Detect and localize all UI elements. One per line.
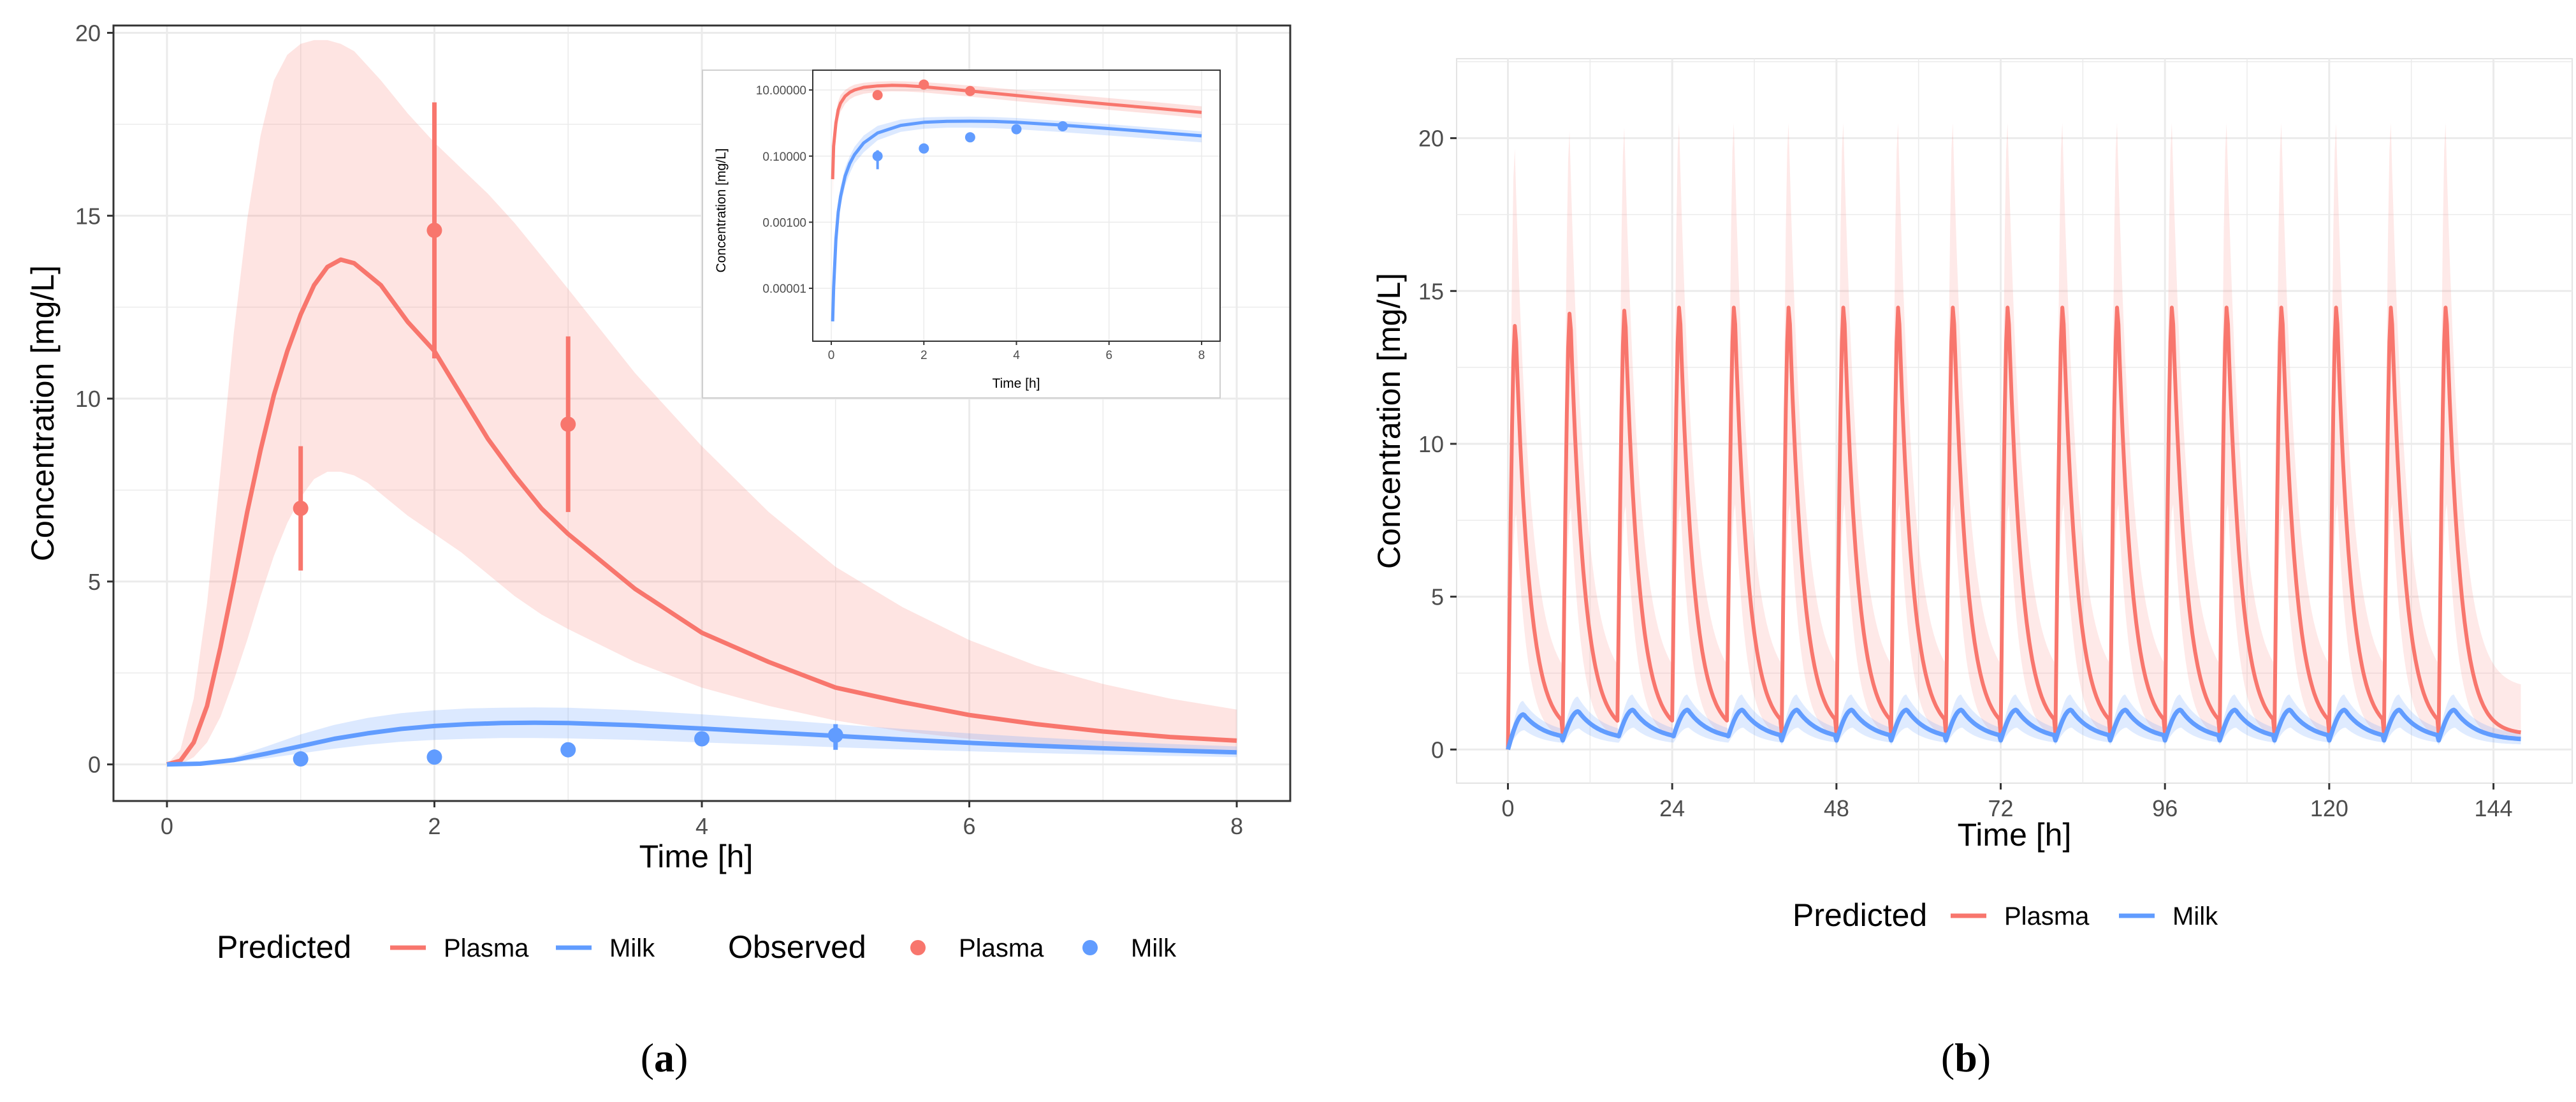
inset-y-tick-label: 0.00001 (762, 283, 806, 296)
inset-ribbon-plasma (833, 81, 1202, 200)
observed-point-milk (827, 727, 843, 743)
panel-b-legend: Predicted Plasma Milk (1793, 897, 2218, 933)
panel-a-y-axis-title: Concentration [mg/L] (25, 265, 61, 561)
line-predicted-plasma (1506, 305, 2522, 750)
inset-observed-points (872, 79, 1068, 170)
observed-point-plasma (426, 223, 442, 239)
panel-b-x-axis-title: Time [h] (1958, 817, 2072, 853)
panel-b-caption-letter: b (1954, 1035, 1977, 1080)
line-predicted-milk (166, 720, 1237, 767)
inset-x-tick-label: 4 (1013, 349, 1020, 362)
x-tick-label: 96 (2152, 795, 2178, 821)
inset-x-tick-label: 6 (1105, 349, 1112, 362)
y-tick-label: 15 (75, 203, 101, 229)
x-tick-label: 4 (695, 813, 708, 839)
inset-observed-point-plasma (964, 85, 975, 96)
inset-x-tick-label: 0 (828, 349, 835, 362)
legend-a-observed-title: Observed (728, 929, 866, 965)
legend-a-predicted-title: Predicted (217, 929, 351, 965)
legend-b-plasma-label: Plasma (2004, 902, 2090, 930)
x-tick-label: 8 (1230, 813, 1243, 839)
inset-x-ticks: 0 2 4 6 8 (828, 341, 1205, 362)
line-predicted-plasma (166, 257, 1237, 767)
inset-observed-point-milk (1058, 121, 1068, 131)
x-tick-label: 48 (1824, 795, 1849, 821)
inset-line-plasma (831, 84, 1202, 180)
legend-a-observed-milk-label: Milk (1131, 934, 1177, 962)
x-tick-label: 2 (428, 813, 440, 839)
legend-a-observed-milk-point-key (1082, 940, 1098, 955)
panel-b-lines (1506, 305, 2522, 751)
observed-point-plasma (560, 416, 576, 432)
panel-b-caption: (b) (1941, 1035, 1991, 1080)
legend-a-observed-plasma-label: Plasma (959, 934, 1044, 962)
panel-a-caption: (a) (641, 1035, 688, 1080)
inset-observed-point-plasma (919, 79, 929, 90)
y-tick-label: 0 (1431, 737, 1444, 763)
y-tick-label: 10 (1418, 431, 1444, 457)
panel-b: 0 5 10 15 20 0 24 48 72 96 120 144 Time [h] Concen… (1371, 58, 2573, 1080)
x-tick-label: 0 (1502, 795, 1515, 821)
panel-a-y-ticks: 0 5 10 15 20 (75, 20, 113, 778)
panel-b-x-ticks: 0 24 48 72 96 120 144 (1502, 783, 2513, 821)
legend-b-predicted-title: Predicted (1793, 897, 1927, 933)
x-tick-label: 24 (1659, 795, 1685, 821)
y-tick-label: 20 (75, 20, 101, 46)
panel-a-observed-points (293, 102, 843, 767)
legend-a-milk-label: Milk (609, 934, 655, 962)
panel-a-legend: Predicted Plasma Milk Observed Plasma Mi… (217, 929, 1177, 965)
legend-a-plasma-label: Plasma (444, 934, 529, 962)
inset-observed-point-milk (964, 132, 975, 143)
observed-point-milk (694, 731, 709, 747)
inset-lines (831, 84, 1202, 321)
inset-observed-point-milk (872, 151, 883, 161)
inset-x-tick-label: 2 (921, 349, 928, 362)
inset-y-tick-label: 10.00000 (756, 84, 806, 98)
inset-x-axis-title: Time [h] (992, 376, 1040, 391)
panel-a-x-ticks: 0 2 4 6 8 (161, 801, 1243, 839)
inset-line-milk (831, 119, 1202, 321)
y-tick-label: 10 (75, 386, 101, 412)
y-tick-label: 0 (88, 752, 101, 778)
inset-x-tick-label: 8 (1198, 349, 1205, 362)
panel-b-y-axis-title: Concentration [mg/L] (1371, 273, 1407, 569)
panel-b-y-ticks: 0 5 10 15 20 (1418, 126, 1457, 763)
panel-a-x-axis-title: Time [h] (639, 839, 753, 874)
x-tick-label: 6 (963, 813, 976, 839)
y-tick-label: 5 (88, 569, 101, 595)
legend-a-observed-plasma-point-key (910, 940, 926, 955)
y-tick-label: 5 (1431, 584, 1444, 610)
observed-point-milk (293, 751, 309, 767)
x-tick-label: 120 (2310, 795, 2348, 821)
line-predicted-milk (1506, 707, 2522, 751)
observed-point-milk (426, 749, 442, 765)
x-tick-label: 72 (1988, 795, 2014, 821)
x-tick-label: 0 (161, 813, 173, 839)
inset-y-ticks: 0.00001 0.00100 0.10000 10.00000 (756, 84, 813, 296)
observed-point-milk (560, 742, 576, 758)
inset-y-axis-title: Concentration [mg/L] (714, 149, 729, 273)
panel-a-inset: 0.00001 0.00100 0.10000 10.00000 0 2 4 6 8 Time… (702, 70, 1221, 399)
y-tick-label: 20 (1418, 126, 1444, 152)
x-tick-label: 144 (2474, 795, 2512, 821)
observed-point-plasma (293, 501, 309, 517)
panel-a-caption-letter: a (654, 1035, 674, 1080)
legend-b-milk-label: Milk (2172, 902, 2218, 930)
inset-observed-point-milk (919, 143, 929, 154)
y-tick-label: 15 (1418, 278, 1444, 304)
inset-y-tick-label: 0.00100 (762, 216, 806, 230)
panel-a-lines (166, 257, 1237, 767)
inset-observed-point-milk (1011, 124, 1022, 135)
inset-observed-point-plasma (872, 90, 883, 101)
inset-y-tick-label: 0.10000 (762, 151, 806, 164)
